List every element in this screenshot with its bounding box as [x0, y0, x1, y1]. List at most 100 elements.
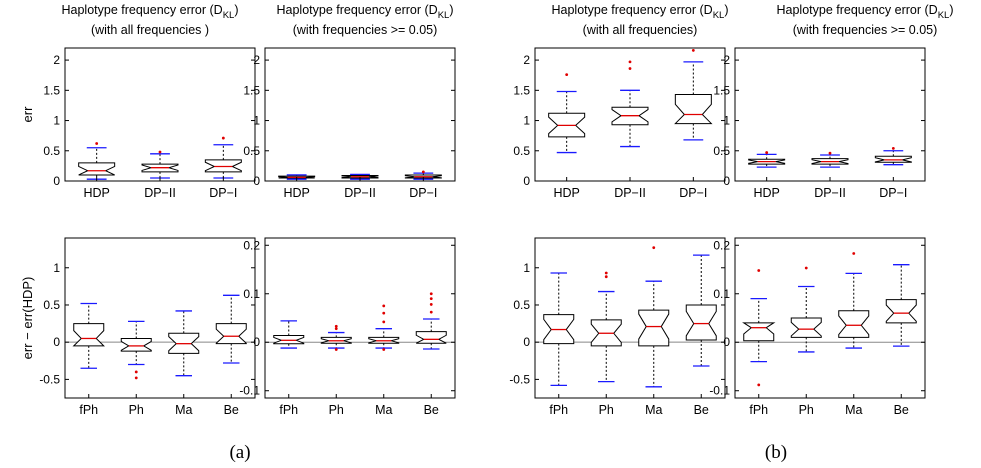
outlier-point: [604, 271, 608, 275]
box-Ma: [168, 310, 200, 377]
outlier-point: [628, 67, 632, 70]
outlier-point: [134, 376, 138, 380]
x-tick-label: fPh: [749, 403, 768, 417]
axes-frame: [64, 237, 256, 399]
chart-subtitle-a-top-right: (with frequencies >= 0.05): [293, 23, 438, 37]
x-tick-label: HDP: [83, 186, 109, 200]
outlier-point: [158, 150, 162, 154]
x-tick-label: DP−I: [409, 186, 437, 200]
box-DP−II: [141, 150, 179, 179]
y-tick-label: 0.1: [243, 287, 260, 301]
box-body: [885, 299, 917, 324]
chart-panel-b-bottom-left: -0.5 0 0.5 1 fPh Ph Ma Be: [509, 237, 726, 417]
x-tick-label: Ma: [175, 403, 192, 417]
outlier-point: [95, 142, 99, 145]
box-Be: [885, 264, 917, 347]
y-tick-label: 1.5: [243, 83, 260, 97]
y-tick-label: 0: [723, 174, 730, 188]
x-tick-label: HDP: [753, 186, 779, 200]
y-axis-label: err − err(HDP): [20, 277, 35, 360]
box-HDP: [278, 174, 316, 180]
y-tick-label: 0.5: [243, 144, 260, 158]
y-tick-label: 1.5: [513, 83, 530, 97]
chart-panel-a-top-right: Haplotype frequency error (DKL) (with fre…: [243, 3, 456, 200]
box-Be: [685, 254, 717, 367]
x-tick-label: Ma: [845, 403, 862, 417]
box-Ma: [638, 246, 670, 388]
x-tick-label: Ma: [375, 403, 392, 417]
box-DP−I: [674, 49, 713, 141]
box-DP−II: [811, 151, 849, 168]
box-HDP: [78, 142, 116, 180]
y-tick-label: 1: [523, 261, 530, 275]
y-tick-label: 0.5: [513, 144, 530, 158]
outlier-point: [221, 136, 225, 140]
chart-subtitle-b-top-right: (with frequencies >= 0.05): [793, 23, 938, 37]
y-tick-label: 1: [53, 261, 60, 275]
y-tick-label: 0.5: [513, 298, 530, 312]
outlier-point: [429, 297, 433, 301]
y-tick-label: 0: [253, 174, 260, 188]
chart-panel-a-bottom-right: -0.1 0 0.1 0.2 fPh Ph Ma Be: [239, 237, 456, 417]
chart-title-b-top-left: Haplotype frequency error (DKL): [552, 3, 729, 21]
x-tick-label: DP−II: [814, 186, 846, 200]
y-tick-label: -0.1: [239, 384, 260, 398]
box-Ma: [838, 252, 870, 349]
box-body: [838, 310, 870, 338]
outlier-point: [757, 383, 761, 387]
outlier-point: [334, 324, 338, 328]
y-tick-label: 0: [523, 335, 530, 349]
y-tick-label: -0.5: [509, 372, 530, 386]
box-body: [638, 309, 670, 347]
x-tick-label: Ph: [599, 403, 614, 417]
box-body: [273, 334, 305, 345]
caption-a: (a): [229, 442, 250, 463]
x-tick-label: HDP: [553, 186, 579, 200]
outlier-point: [804, 266, 808, 270]
y-tick-label: 0.2: [713, 238, 730, 252]
x-tick-label: DP−I: [209, 186, 237, 200]
box-fPh: [742, 269, 776, 387]
box-HDP: [748, 151, 786, 168]
y-tick-label: 0.5: [43, 298, 60, 312]
y-tick-label: 0.5: [713, 144, 730, 158]
y-tick-label: 0.5: [43, 144, 60, 158]
axes-frame: [264, 47, 456, 182]
box-DP−I: [404, 170, 442, 180]
box-fPh: [273, 320, 305, 349]
box-body: [78, 162, 116, 176]
axes-frame: [734, 237, 926, 399]
outlier-point: [134, 370, 138, 374]
chart-title-a-top-right: Haplotype frequency error (DKL): [277, 3, 454, 21]
y-tick-label: 0.1: [713, 287, 730, 301]
x-tick-label: fPh: [549, 403, 568, 417]
box-body: [742, 322, 776, 342]
box-body: [685, 304, 717, 341]
box-Ph: [320, 324, 352, 351]
outlier-point: [382, 304, 386, 308]
x-tick-label: DP−I: [679, 186, 707, 200]
chart-panel-b-top-right: Haplotype frequency error (DKL) (with fre…: [713, 3, 953, 200]
x-tick-label: fPh: [79, 403, 98, 417]
outlier-point: [421, 170, 425, 174]
y-tick-label: 2: [723, 53, 730, 67]
x-tick-label: Ph: [799, 403, 814, 417]
x-tick-label: Be: [694, 403, 709, 417]
box-Ph: [120, 320, 152, 380]
y-tick-label: 0: [53, 174, 60, 188]
box-Ma: [368, 304, 400, 351]
y-tick-label: 0.2: [243, 238, 260, 252]
outlier-point: [334, 327, 338, 331]
box-body: [120, 337, 152, 352]
outlier-point: [628, 60, 632, 64]
x-tick-label: DP−II: [614, 186, 646, 200]
x-tick-label: Ph: [329, 403, 344, 417]
outlier-point: [429, 303, 433, 306]
x-tick-label: Be: [424, 403, 439, 417]
outlier-point: [382, 320, 386, 324]
y-tick-label: 0: [53, 335, 60, 349]
x-tick-label: Be: [224, 403, 239, 417]
axes-frame: [264, 237, 456, 399]
y-tick-label: 0: [723, 335, 730, 349]
